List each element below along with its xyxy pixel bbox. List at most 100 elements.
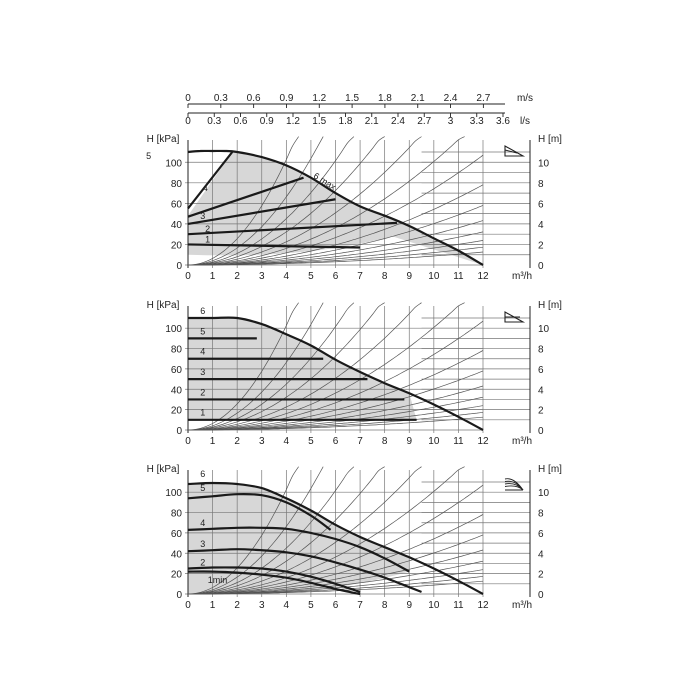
ms-tick-label: 2.1	[411, 93, 425, 104]
curve-label: 3	[200, 211, 205, 221]
y-axis-label: H [kPa]	[147, 300, 180, 311]
system-curve	[187, 302, 385, 431]
system-curve	[188, 514, 484, 595]
system-curve	[188, 416, 484, 431]
ms-tick-label: 2.4	[444, 93, 458, 104]
x-tick-label: 8	[382, 436, 388, 447]
x-tick-label: 2	[234, 600, 240, 611]
fixed-speed-icon	[504, 478, 524, 491]
x-tick-label: 0	[185, 271, 191, 282]
y-tick-label: 40	[171, 385, 183, 396]
series-3	[187, 548, 422, 594]
y-tick-label: 40	[171, 549, 183, 560]
system-curve	[188, 370, 484, 431]
series-5	[187, 151, 234, 210]
y-tick-label: 60	[171, 199, 183, 210]
ls-tick-label: 1.5	[312, 116, 326, 127]
system-curve	[187, 466, 465, 595]
curve-label: 4	[200, 347, 205, 357]
system-curve	[187, 302, 299, 431]
x-axis-label: m³/h	[512, 271, 532, 282]
x-tick-label: 11	[453, 436, 464, 447]
y-tick-label: 100	[165, 324, 182, 335]
ls-tick-label: 0	[185, 116, 191, 127]
icon-arc	[504, 480, 524, 491]
y-tick-label: 100	[165, 158, 182, 169]
y2-tick-label: 4	[538, 385, 544, 396]
y-tick-label: 100	[165, 488, 182, 499]
curve-label: 3	[200, 539, 205, 549]
x-tick-label: 4	[284, 271, 290, 282]
ls-tick-label: 3.6	[496, 116, 510, 127]
y2-tick-label: 6	[538, 529, 544, 540]
ms-tick-label: 0.9	[280, 93, 294, 104]
curve-label: 4	[200, 518, 205, 528]
system-curve	[187, 302, 355, 431]
x-tick-label: 7	[357, 271, 363, 282]
ls-tick-label: 0.3	[207, 116, 221, 127]
icon-line	[504, 149, 518, 154]
x-tick-label: 6	[333, 271, 339, 282]
y2-tick-label: 0	[538, 426, 544, 437]
x-tick-label: 5	[308, 436, 314, 447]
y2-tick-label: 4	[538, 549, 544, 560]
x-tick-label: 8	[382, 600, 388, 611]
x-tick-label: 12	[477, 600, 489, 611]
y-tick-label: 0	[176, 261, 182, 272]
system-curve	[187, 302, 324, 431]
system-curve	[187, 302, 465, 431]
constant-pressure-icon	[504, 311, 526, 323]
x-axis-label: m³/h	[512, 600, 532, 611]
x-tick-label: 4	[284, 600, 290, 611]
operating-area	[188, 483, 410, 594]
x-tick-label: 10	[428, 271, 440, 282]
x-tick-label: 9	[406, 436, 412, 447]
series-5	[187, 492, 332, 531]
x-tick-label: 3	[259, 271, 265, 282]
system-curve	[188, 534, 484, 595]
x-tick-label: 6	[333, 600, 339, 611]
curve-label: 4	[203, 183, 208, 193]
system-curve	[187, 154, 484, 266]
y2-tick-label: 2	[538, 240, 544, 251]
y-tick-label: 20	[171, 570, 183, 581]
icon-arc	[504, 485, 524, 491]
y2-tick-label: 10	[538, 324, 550, 335]
x-tick-label: 5	[308, 600, 314, 611]
y-tick-label: 80	[171, 179, 183, 190]
y2-tick-label: 2	[538, 406, 544, 417]
system-curve	[187, 136, 355, 266]
y-tick-label: 60	[171, 529, 183, 540]
y-tick-label: 0	[176, 426, 182, 437]
ms-tick-label: 1.8	[378, 93, 392, 104]
curve-label: 5	[200, 483, 205, 493]
x-tick-label: 1	[210, 436, 216, 447]
y2-axis-label: H [m]	[538, 134, 562, 145]
ls-unit-label: l/s	[520, 116, 530, 127]
x-tick-label: 12	[477, 436, 489, 447]
x-tick-label: 6	[333, 436, 339, 447]
y2-tick-label: 4	[538, 220, 544, 231]
x-tick-label: 4	[284, 436, 290, 447]
curve-label: 3	[200, 367, 205, 377]
x-tick-label: 12	[477, 271, 489, 282]
ls-tick-label: 2.4	[391, 116, 405, 127]
curve-label: 6	[200, 469, 205, 479]
y2-tick-label: 6	[538, 199, 544, 210]
series-6	[188, 316, 484, 431]
system-curve	[187, 136, 324, 266]
system-curve	[188, 350, 484, 431]
x-tick-label: 9	[406, 600, 412, 611]
y-tick-label: 40	[171, 220, 183, 231]
system-curve	[187, 205, 484, 266]
curve-label: 2	[205, 224, 210, 234]
ls-tick-label: 3	[448, 116, 454, 127]
series-2	[187, 566, 361, 594]
system-curve	[187, 466, 422, 595]
series-4	[187, 526, 410, 573]
y-tick-label: 60	[171, 365, 183, 376]
x-tick-label: 2	[234, 436, 240, 447]
y-tick-label: 20	[171, 406, 183, 417]
